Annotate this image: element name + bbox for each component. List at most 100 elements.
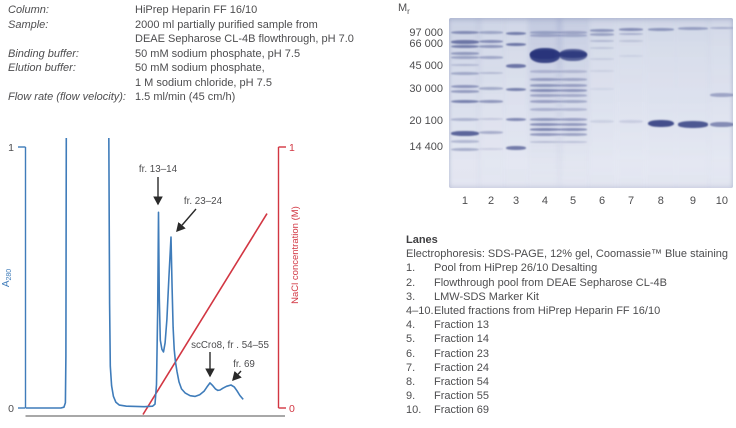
gel-band	[506, 146, 527, 150]
gel-band	[590, 120, 615, 123]
gel-lane-smear	[707, 18, 733, 188]
lane-number: 1	[461, 195, 468, 207]
gel-band	[529, 50, 560, 59]
gel-band	[559, 123, 588, 126]
chromatogram-svg: 1 0 A280 1 0 NaCl concentration (M) fr. …	[1, 138, 301, 417]
chromatogram: 1 0 A280 1 0 NaCl concentration (M) fr. …	[0, 138, 312, 428]
gel-band	[677, 121, 708, 128]
gel-band	[677, 27, 708, 30]
gel-band	[590, 58, 615, 60]
mr-label: Mr	[398, 2, 410, 16]
lane-numbers: 1 2 3 4 5 6 7 8 9 10	[449, 195, 733, 209]
gel-band	[619, 28, 644, 31]
gel-band	[709, 27, 733, 29]
lane-number: 4	[541, 195, 549, 207]
gel-band	[619, 33, 644, 35]
gel-band	[450, 45, 479, 48]
gel-band	[479, 40, 504, 43]
gel-band	[647, 120, 674, 127]
condition-value: 2000 ml partially purified sample from D…	[135, 18, 354, 46]
condition-value: 50 mM sodium phosphate, pH 7.5	[135, 47, 301, 60]
lane-number: 10	[715, 195, 729, 207]
left-axis-title: A280	[1, 269, 13, 287]
gel-band	[559, 100, 588, 103]
gel-band	[479, 45, 504, 48]
gel-band	[450, 100, 479, 103]
gel-band	[559, 89, 588, 92]
gel-band	[709, 93, 733, 97]
legend-item: 4–10. Eluted fractions from HiPrep Hepari…	[406, 305, 661, 318]
left-axis-tick-1: 1	[8, 142, 14, 154]
legend-item: 7. Fraction 24	[406, 361, 490, 374]
right-axis-tick-1: 1	[289, 142, 295, 154]
right-axis-title: NaCl concentration (M)	[290, 206, 301, 304]
gel-band	[529, 141, 560, 143]
lane-number: 9	[689, 195, 697, 207]
gel-lane-smear	[504, 18, 529, 188]
marker-label: 97 000	[409, 27, 443, 39]
lanes-legend: Lanes Electrophoresis: SDS-PAGE, 12% gel…	[406, 233, 732, 418]
annotation-sccro8: scCro8, fr . 54–55	[191, 340, 269, 351]
gel-band	[479, 131, 504, 134]
condition-value: HiPrep Heparin FF 16/10	[135, 4, 258, 16]
gel-band	[559, 84, 588, 87]
gel-band	[506, 88, 527, 91]
gel-band	[450, 52, 479, 55]
gel-lane-smear	[477, 18, 506, 188]
annotation-fr-69: fr. 69	[233, 359, 255, 370]
annotation-arrow	[232, 370, 242, 382]
gel-band	[450, 72, 479, 75]
gel-band	[559, 108, 588, 111]
gel-band	[479, 118, 504, 120]
marker-label: 14 400	[409, 141, 443, 153]
a280-trace	[26, 138, 244, 409]
lane-number: 2	[487, 195, 495, 207]
gel-panel: Mr 97 000 66 000 45 000 30 000 20 100 14 400 …	[390, 0, 736, 428]
annotation-fr-23-24: fr. 23–24	[184, 196, 223, 207]
gel-band	[647, 28, 674, 31]
legend-item: 5. Fraction 14	[406, 333, 490, 346]
condition-label: Elution buffer:	[8, 62, 76, 74]
gel-band	[529, 34, 560, 37]
left-y-axis: 1 0 A280	[1, 142, 27, 415]
gel-band	[479, 72, 504, 74]
gel-band	[559, 94, 588, 97]
gel-band	[479, 87, 504, 90]
gel-band	[559, 31, 588, 34]
gel-band	[450, 90, 479, 93]
peak-annotations: fr. 13–14 fr. 23–24 scCro8, fr . 54–55 f…	[139, 164, 269, 382]
gel-band	[619, 55, 644, 57]
gel-lane-smear	[527, 18, 562, 188]
gel-lane-smear	[588, 18, 617, 188]
gel-lane-smear	[557, 18, 590, 188]
lane-number: 3	[512, 195, 520, 207]
gel-band	[559, 141, 588, 143]
gel-band	[559, 118, 588, 121]
condition-label: Column:	[8, 4, 49, 16]
gel-band	[450, 64, 479, 66]
gel-band	[450, 131, 479, 136]
marker-label: 30 000	[409, 83, 443, 95]
lane-number: 7	[627, 195, 635, 207]
legend-item: 3. LMW-SDS Marker Kit	[406, 290, 539, 303]
condition-value: 50 mM sodium phosphate, 1 M sodium chlor…	[135, 62, 272, 89]
gel-band	[479, 100, 504, 103]
gel-canvas	[449, 18, 733, 188]
gel-band	[450, 40, 479, 44]
gel-band	[450, 140, 479, 143]
condition-value: 1.5 ml/min (45 cm/h)	[135, 91, 236, 103]
legend-item: 8. Fraction 54	[406, 376, 490, 389]
lane-number: 8	[657, 195, 664, 207]
right-axis-tick-0: 0	[289, 403, 295, 415]
gel-band	[529, 84, 560, 87]
gel-band	[450, 31, 479, 34]
legend-item: 9. Fraction 55	[406, 390, 490, 403]
gel-band	[529, 123, 560, 126]
gel-lane-smear	[617, 18, 646, 188]
conditions-table: Column: HiPrep Heparin FF 16/10 Sample: …	[8, 3, 380, 105]
gel-band	[559, 51, 588, 58]
gel-band	[590, 33, 615, 36]
gel-band	[590, 88, 615, 90]
gel-lane-smear	[675, 18, 710, 188]
nacl-trace	[142, 213, 268, 415]
